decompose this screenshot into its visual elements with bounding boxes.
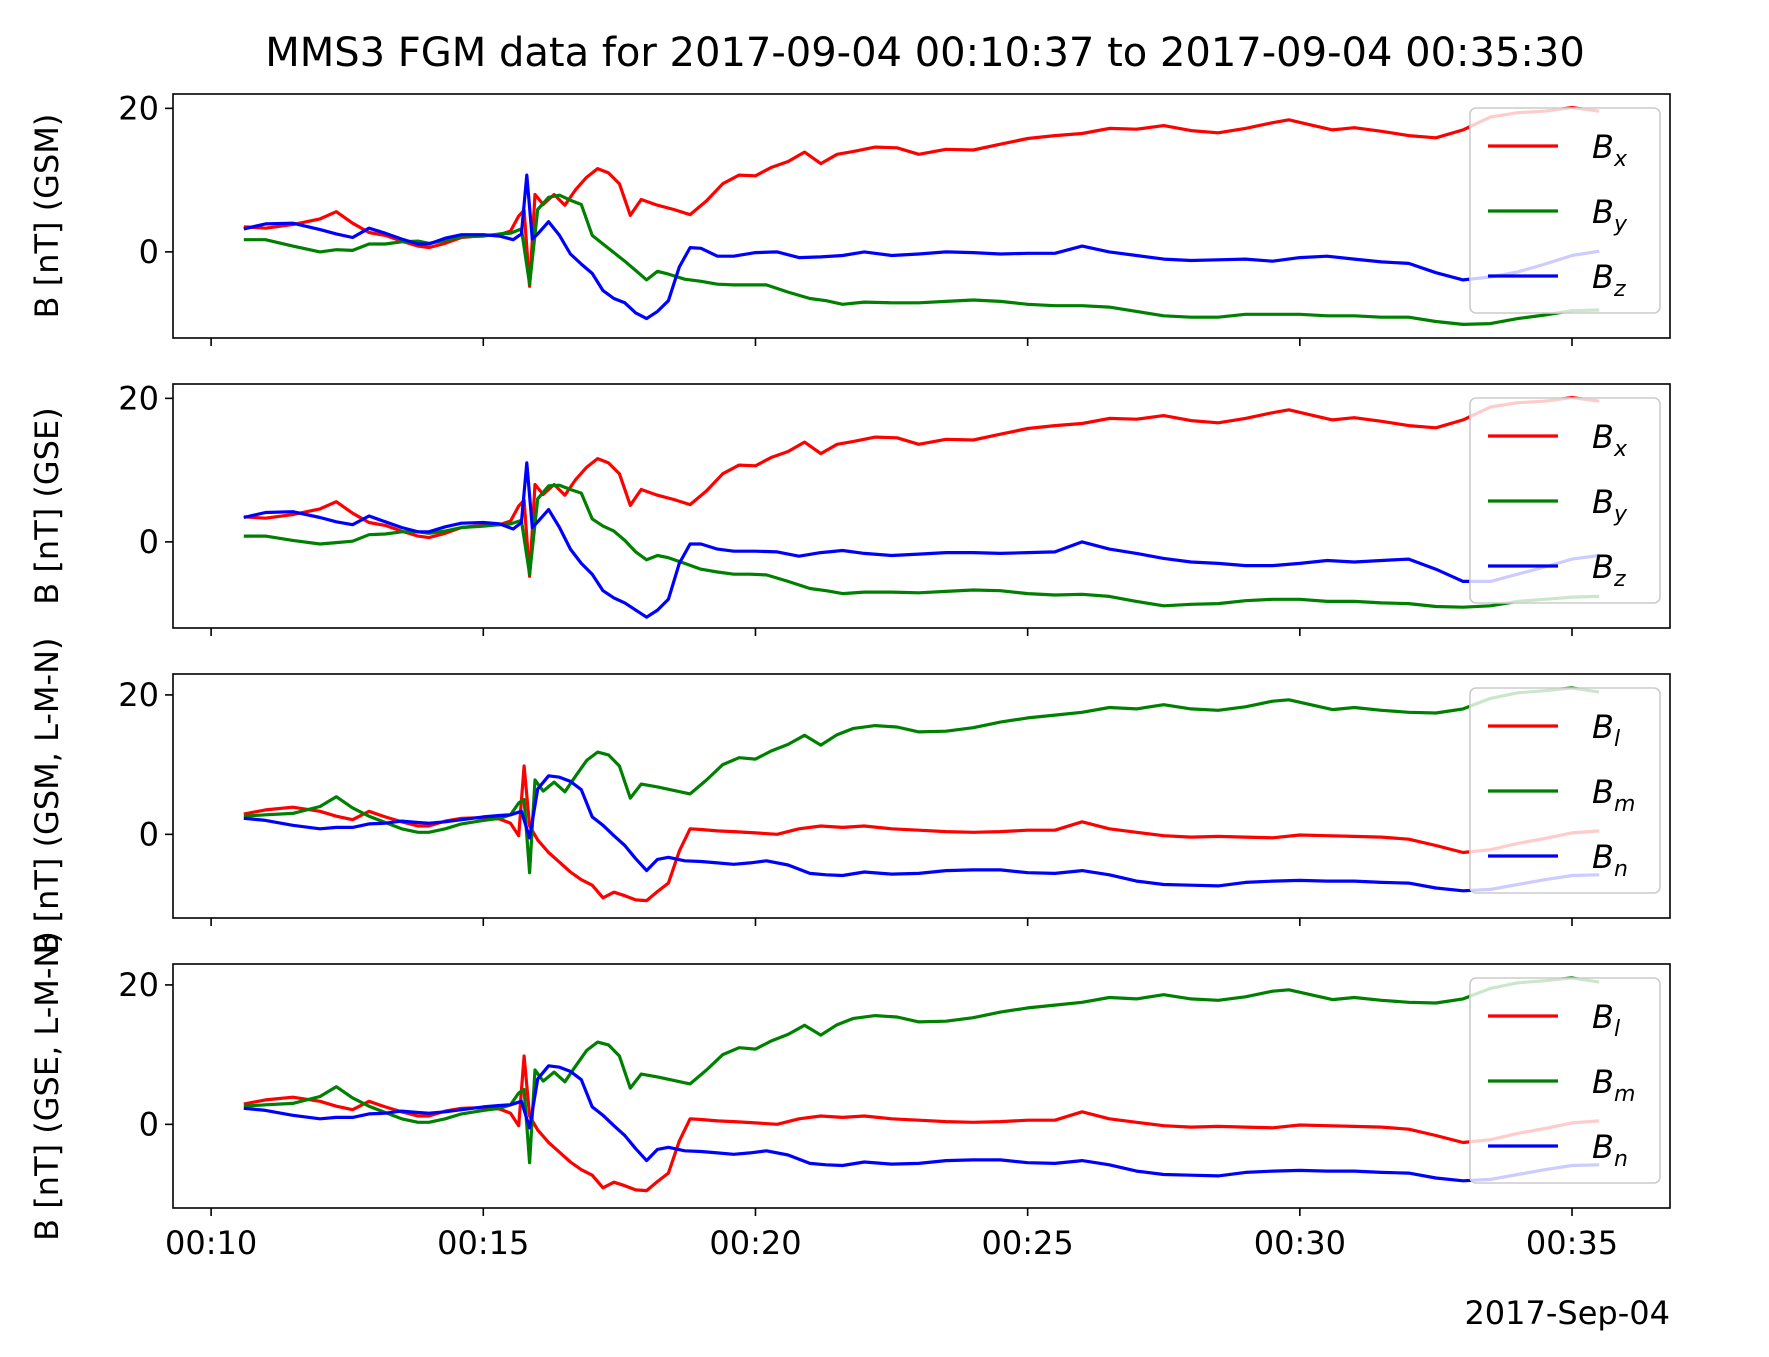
y-tick-label: 20: [118, 966, 159, 1004]
series-line-y: [243, 193, 1600, 326]
x-tick-label: 00:35: [1526, 1224, 1618, 1262]
y-axis-label: B [nT] (GSE, L-M-N): [28, 931, 66, 1241]
y-axis-label: B [nT] (GSM, L-M-N): [28, 637, 66, 954]
y-tick-label: 0: [139, 523, 159, 561]
legend-entry-subscript: m: [1614, 1082, 1635, 1107]
legend-entry-subscript: x: [1613, 147, 1628, 172]
legend-entry-subscript: m: [1614, 792, 1635, 817]
series-line-z: [243, 173, 1600, 321]
x-tick-label: 00:15: [437, 1224, 529, 1262]
series-line-y: [243, 483, 1600, 609]
panel-4: 0 20 00:10 00:15 00:20 00:25 00:30 00:35 B [nT] …: [28, 931, 1671, 1262]
series-line-n: [243, 774, 1600, 893]
series-line-m: [243, 686, 1600, 875]
axes-frame: [172, 963, 1671, 1209]
series-line-m: [243, 976, 1600, 1165]
legend-box: [1469, 107, 1661, 314]
legend-box: [1469, 977, 1661, 1184]
series-line-z: [243, 461, 1600, 619]
chart-title: MMS3 FGM data for 2017-09-04 00:10:37 to…: [265, 30, 1585, 76]
legend-entry-subscript: x: [1613, 437, 1628, 462]
x-tick-label: 00:30: [1254, 1224, 1346, 1262]
legend-entry-subscript: l: [1614, 1017, 1620, 1042]
legend-box: [1469, 397, 1661, 604]
legend-entry-subscript: n: [1614, 1147, 1628, 1172]
y-tick-label: 0: [139, 233, 159, 271]
y-tick-label: 0: [139, 815, 159, 853]
legend-entry-subscript: y: [1613, 212, 1628, 237]
legend-entry-subscript: z: [1613, 277, 1626, 302]
legend-entry-subscript: n: [1614, 857, 1628, 882]
legend-entry-subscript: y: [1613, 502, 1628, 527]
y-tick-label: 20: [118, 676, 159, 714]
x-tick-label: 00:10: [165, 1224, 257, 1262]
axes-frame: [172, 383, 1671, 629]
legend-entry-subscript: l: [1614, 727, 1620, 752]
x-tick-label: 00:20: [709, 1224, 801, 1262]
legend-entry: Bn: [1592, 1128, 1628, 1172]
x-tick-label: 00:25: [982, 1224, 1074, 1262]
y-tick-label: 20: [118, 89, 159, 127]
y-axis-label: B [nT] (GSM): [28, 114, 66, 319]
y-axis-label: B [nT] (GSE): [28, 407, 66, 604]
y-tick-label: 0: [139, 1105, 159, 1143]
axes-frame: [172, 673, 1671, 919]
legend-box: [1469, 687, 1661, 894]
axes-frame: [172, 93, 1671, 339]
legend-entry: Bz: [1592, 258, 1626, 302]
date-label: 2017-Sep-04: [1464, 1294, 1670, 1332]
legend-entry-subscript: z: [1613, 567, 1626, 592]
y-tick-label: 20: [118, 379, 159, 417]
series-line-n: [243, 1064, 1600, 1183]
